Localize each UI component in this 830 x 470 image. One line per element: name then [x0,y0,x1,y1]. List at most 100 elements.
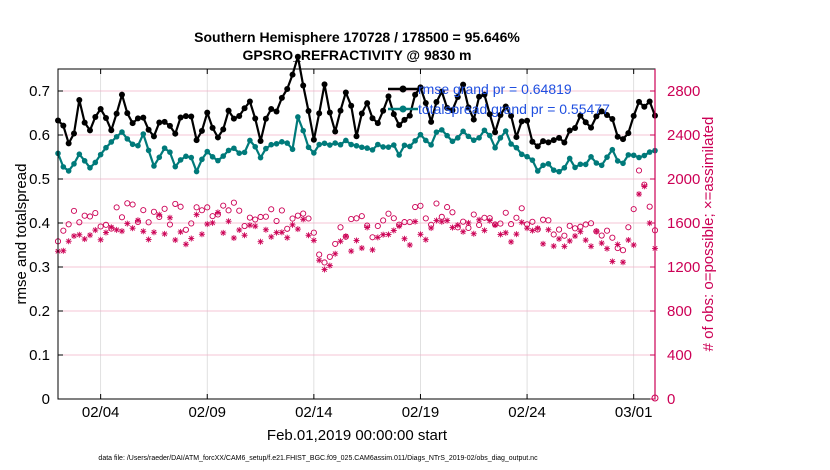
assimilated-obs-point [65,238,72,245]
assimilated-obs-point [454,222,461,229]
possible-obs-point [358,213,365,220]
rmse-series-point [177,114,184,121]
grid [58,69,655,399]
asterisk-stroke [439,219,445,225]
rmse-series-point [454,93,461,100]
possible-obs-point [561,232,568,239]
spread-series-point [550,167,557,173]
spread-series-point [145,147,152,154]
assimilated-obs-point [225,218,232,225]
y-tick-label-right: 1200 [667,259,700,276]
assimilated-obs-point [358,245,365,252]
asterisk-stroke [146,236,152,242]
spread-series-point [188,154,195,161]
assimilated-obs-point [529,227,536,234]
assimilated-obs-point [241,232,248,239]
rmse-series-point [636,98,643,105]
asterisk-stroke [401,236,407,242]
assimilated-obs-point [545,226,552,233]
spread-series-point [337,141,344,148]
spread-series-point [444,132,450,139]
asterisk-stroke [359,245,365,251]
rmse-series-point [81,119,88,126]
assimilated-obs-point [588,243,595,250]
possible-obs-point [518,205,525,212]
asterisk-stroke [231,235,237,241]
y-tick-label-left: 0.1 [29,347,50,364]
spread-series-point [353,142,360,149]
asterisk-stroke [561,243,567,249]
rmse-series-point [396,122,403,129]
assimilated-obs-point [609,258,616,265]
rmse-series-point [150,133,157,140]
asterisk-stroke [497,231,503,237]
assimilated-obs-point [561,243,568,250]
rmse-series-point [614,133,621,140]
asterisk-stroke [428,225,434,231]
y-tick-label-left: 0.2 [29,303,50,320]
asterisk-stroke [593,228,599,234]
asterisk-stroke [385,231,392,237]
assimilated-obs-point [508,238,515,245]
rmse-series-point [598,108,605,115]
rmse-series-point [369,115,376,122]
asterisk-stroke [599,240,605,246]
rmse-series-point [385,93,392,100]
assimilated-obs-point [513,231,520,238]
spread-series-point [81,158,88,164]
rmse-series-point [550,137,557,144]
rmse-series-point [188,113,195,120]
spread-series-point [257,154,264,161]
assimilated-obs-point [428,225,435,232]
data-file-footer: data file: /Users/raeder/DAI/ATM_forcXX/… [98,455,538,462]
x-tick-label: 03/01 [615,404,653,421]
assimilated-obs-point [321,266,328,273]
rmse-series-point [86,127,93,134]
spread-series-point [103,144,109,151]
assimilated-obs-point [646,220,653,227]
y-axis-label-right: # of obs: o=possible; ×=assimilated [700,117,717,352]
possible-obs-point [294,212,301,219]
y-axis-label-left: rmse and totalspread [13,164,30,305]
possible-obs-point [236,207,243,214]
spread-series-point [556,168,562,175]
rmse-series-point [278,94,285,101]
asterisk-stroke [492,222,498,228]
asterisk-stroke [87,232,93,238]
spread-series-point [422,137,429,144]
assimilated-obs-point [140,228,147,235]
spread-series-point [247,137,253,144]
asterisk-stroke [156,212,162,218]
assimilated-obs-point [257,238,264,245]
assimilated-obs-point [305,232,312,239]
spread-series-point [572,164,578,171]
possible-obs-point [598,232,605,239]
assimilated-obs-point [566,237,573,244]
rmse-series-point [561,139,568,146]
series-layer [54,53,659,402]
asterisk-stroke [210,220,216,226]
spread-series-point [508,141,514,147]
spread-series-point [108,139,115,145]
rmse-series-point [358,110,365,117]
rmse-series-point [641,103,648,110]
asterisk-stroke [306,232,312,238]
spread-series-point [385,144,392,150]
possible-obs-point [625,224,632,231]
asterisk-stroke [199,231,205,237]
rmse-series-point [140,114,147,121]
possible-obs-point [540,216,547,223]
x-tick-label: 02/04 [82,404,120,421]
rmse-series-point [214,134,221,141]
asterisk-stroke [609,258,615,264]
assimilated-obs-point [102,229,109,236]
rmse-series-point [92,114,99,121]
rmse-series-point [572,125,579,132]
rmse-series-point [422,100,429,107]
asterisk-stroke [641,183,647,189]
spread-series-point [252,143,259,150]
spread-series-point [321,140,328,147]
rmse-series-point [625,130,632,137]
asterisk-stroke [167,215,173,221]
asterisk-stroke [98,237,104,243]
